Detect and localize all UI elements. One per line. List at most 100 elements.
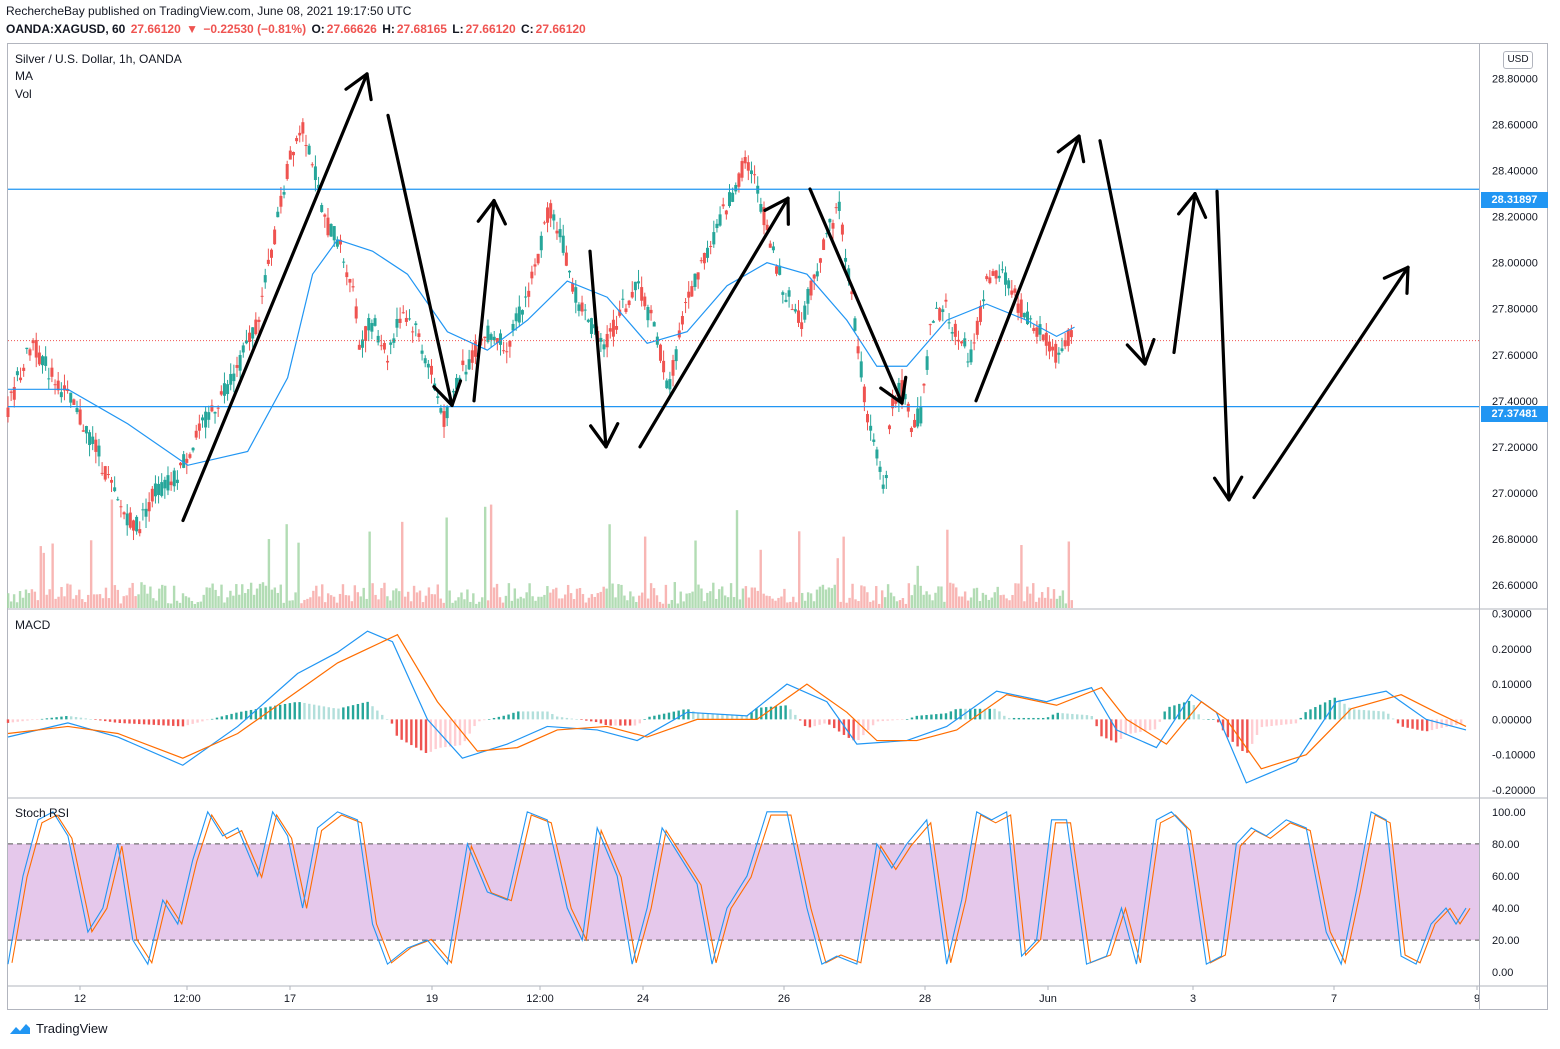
chart-frame[interactable] xyxy=(7,43,1548,1010)
candle-body xyxy=(574,287,578,303)
ma-indicator-label[interactable]: MA xyxy=(15,69,33,83)
macd-histogram-bar xyxy=(973,708,977,720)
candle-body xyxy=(373,318,377,326)
volume-bar xyxy=(664,584,668,608)
macd-histogram-bar xyxy=(594,719,598,723)
currency-button[interactable]: USD xyxy=(1503,51,1533,69)
macd-histogram-bar xyxy=(157,719,160,726)
stoch-band xyxy=(8,843,1479,941)
volume-bar xyxy=(146,593,149,608)
volume-bar xyxy=(267,539,271,608)
volume-bar xyxy=(466,589,469,608)
volume-bar xyxy=(972,588,976,608)
volume-bar xyxy=(513,588,517,608)
macd-histogram-bar xyxy=(789,709,792,720)
candle-body xyxy=(401,312,405,314)
macd-histogram-bar xyxy=(1323,702,1327,720)
volume-bar xyxy=(792,596,795,608)
candle-body xyxy=(640,287,644,301)
candle-body xyxy=(197,423,201,431)
macd-histogram-bar xyxy=(915,715,919,720)
candle-body xyxy=(781,292,785,295)
moving-average-line xyxy=(8,238,1075,466)
macd-histogram-bar xyxy=(288,703,292,720)
macd-histogram-bar xyxy=(779,705,782,720)
volume-bar xyxy=(1002,594,1005,608)
volume-bar xyxy=(661,603,665,608)
volume-bar xyxy=(1061,590,1065,608)
time-tick-label: 19 xyxy=(426,993,438,1005)
volume-bar xyxy=(537,596,540,608)
macd-tick-label: -0.20000 xyxy=(1492,785,1535,797)
candle-body xyxy=(320,205,324,212)
candle-body xyxy=(232,373,236,382)
tradingview-logo[interactable]: TradingView xyxy=(8,1021,108,1036)
vol-indicator-label[interactable]: Vol xyxy=(15,87,32,101)
candle-body xyxy=(210,405,214,412)
trend-arrow-line xyxy=(638,196,790,449)
candle-body xyxy=(508,340,512,347)
high-label: H: xyxy=(382,22,395,36)
macd-histogram-bar xyxy=(356,703,360,720)
volume-bar xyxy=(611,583,614,608)
candle-body xyxy=(840,224,844,235)
macd-histogram-bar xyxy=(570,718,573,720)
candle-body xyxy=(414,323,418,326)
macd-histogram-bar xyxy=(283,703,287,720)
volume-bar xyxy=(984,594,988,608)
candle-body xyxy=(734,185,738,192)
volume-bar xyxy=(211,583,214,608)
candle-body xyxy=(88,432,92,446)
macd-histogram-bar xyxy=(954,709,957,720)
macd-histogram-bar xyxy=(502,715,505,720)
volume-bar xyxy=(392,590,395,608)
volume-bar xyxy=(836,558,839,608)
candle-body xyxy=(222,383,226,396)
main-pane-title[interactable]: Silver / U.S. Dollar, 1h, OANDA xyxy=(15,52,182,66)
macd-histogram-bar xyxy=(1144,719,1147,732)
high-value: 27.68165 xyxy=(396,22,447,36)
candle-body xyxy=(862,386,866,403)
close-value: 27.66120 xyxy=(535,22,586,36)
candle-body xyxy=(188,454,192,458)
macd-histogram-bar xyxy=(1367,710,1371,720)
volume-bar xyxy=(946,529,949,608)
candle-body xyxy=(919,407,923,424)
macd-histogram-bar xyxy=(1401,719,1405,727)
candle-body xyxy=(492,336,496,341)
candle-body xyxy=(1000,269,1004,271)
volume-bar xyxy=(880,590,884,608)
macd-histogram-bar xyxy=(886,719,889,721)
candle-body xyxy=(847,268,851,281)
volume-bar xyxy=(492,587,496,608)
volume-bar xyxy=(1014,583,1017,608)
candle-body xyxy=(982,299,986,302)
volume-bar xyxy=(842,536,845,608)
candle-body xyxy=(605,333,609,348)
symbol[interactable]: OANDA:XAGUSD, 60 xyxy=(6,22,126,36)
candle-body xyxy=(307,145,311,155)
volume-bar xyxy=(963,591,967,608)
candle-body xyxy=(191,447,195,451)
macd-tick-label: 0.10000 xyxy=(1492,679,1532,691)
candle-body xyxy=(887,425,891,430)
macd-histogram-bar xyxy=(1416,719,1419,730)
candle-body xyxy=(866,414,870,423)
candle-body xyxy=(960,341,964,344)
candle-body xyxy=(724,210,728,215)
candle-body xyxy=(1066,329,1070,346)
candle-body xyxy=(580,302,584,312)
price-tick-label: 26.60000 xyxy=(1492,580,1538,592)
macd-histogram-bar xyxy=(1299,717,1302,720)
candle-body xyxy=(775,266,779,274)
macd-pane-title[interactable]: MACD xyxy=(15,618,51,632)
time-tick-label: 12:00 xyxy=(173,993,201,1005)
stoch-rsi-pane-title[interactable]: Stoch RSI xyxy=(15,806,70,820)
macd-histogram-bar xyxy=(1250,719,1254,744)
volume-bar xyxy=(566,584,570,608)
volume-bar xyxy=(599,591,602,608)
trend-arrow-head xyxy=(1193,192,1208,219)
macd-histogram-bar xyxy=(1061,713,1064,720)
macd-histogram-bar xyxy=(1275,719,1278,726)
